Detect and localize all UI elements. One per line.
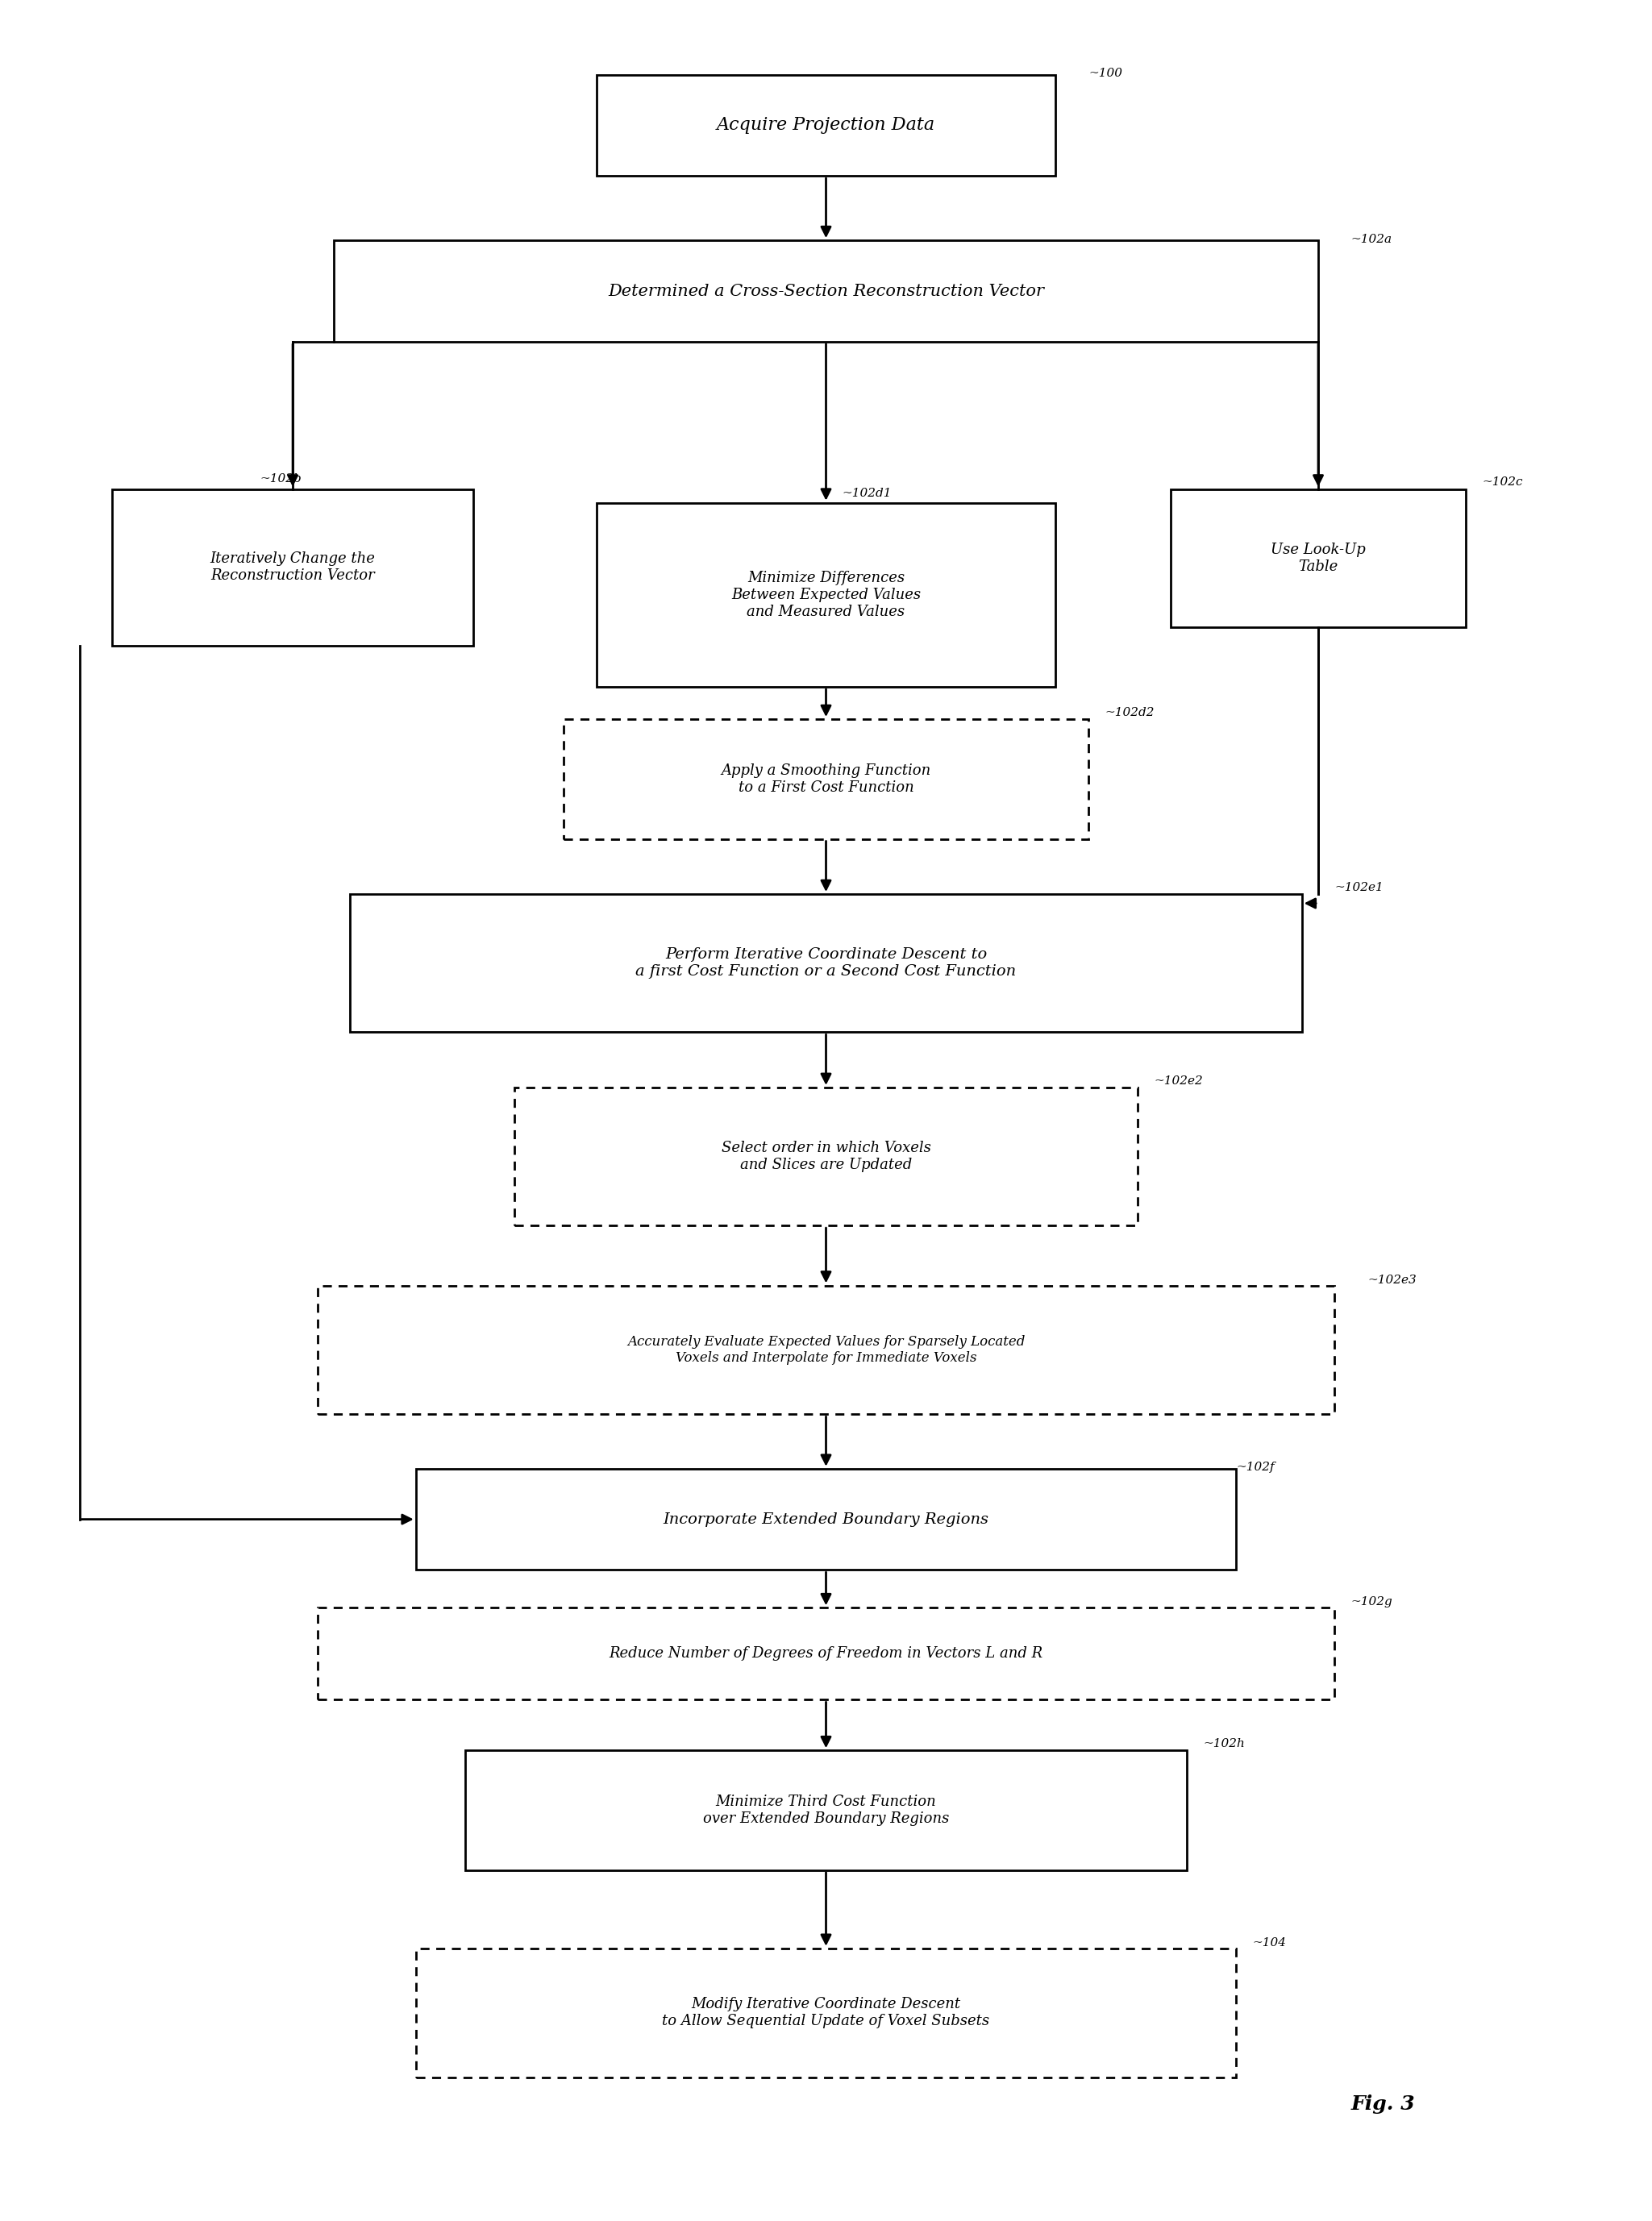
FancyBboxPatch shape (317, 1608, 1335, 1699)
Text: Minimize Third Cost Function
over Extended Boundary Regions: Minimize Third Cost Function over Extend… (702, 1795, 950, 1826)
FancyBboxPatch shape (350, 895, 1302, 1033)
Text: ~102d1: ~102d1 (843, 489, 892, 500)
Text: Perform Iterative Coordinate Descent to
a first Cost Function or a Second Cost F: Perform Iterative Coordinate Descent to … (636, 948, 1016, 979)
Text: ~102b: ~102b (259, 473, 302, 484)
Text: Reduce Number of Degrees of Freedom in Vectors L and R: Reduce Number of Degrees of Freedom in V… (610, 1646, 1042, 1661)
FancyBboxPatch shape (596, 76, 1056, 175)
Text: Determined a Cross-Section Reconstruction Vector: Determined a Cross-Section Reconstructio… (608, 284, 1044, 298)
FancyBboxPatch shape (112, 489, 472, 646)
Text: ~102e3: ~102e3 (1368, 1275, 1416, 1286)
FancyBboxPatch shape (317, 1286, 1335, 1415)
Text: Iteratively Change the
Reconstruction Vector: Iteratively Change the Reconstruction Ve… (210, 551, 375, 582)
Text: ~102f: ~102f (1236, 1461, 1275, 1473)
FancyBboxPatch shape (1171, 489, 1465, 626)
Text: Use Look-Up
Table: Use Look-Up Table (1270, 542, 1366, 573)
Text: ~104: ~104 (1252, 1937, 1287, 1948)
Text: Minimize Differences
Between Expected Values
and Measured Values: Minimize Differences Between Expected Va… (732, 571, 920, 620)
Text: Modify Iterative Coordinate Descent
to Allow Sequential Update of Voxel Subsets: Modify Iterative Coordinate Descent to A… (662, 1997, 990, 2028)
Text: ~102h: ~102h (1203, 1739, 1246, 1750)
FancyBboxPatch shape (334, 240, 1318, 342)
Text: Fig. 3: Fig. 3 (1351, 2094, 1416, 2114)
Text: Accurately Evaluate Expected Values for Sparsely Located
Voxels and Interpolate : Accurately Evaluate Expected Values for … (628, 1335, 1024, 1364)
Text: ~102e1: ~102e1 (1335, 882, 1384, 893)
Text: ~102e2: ~102e2 (1155, 1075, 1203, 1086)
Text: ~102d2: ~102d2 (1105, 706, 1155, 717)
FancyBboxPatch shape (514, 1088, 1138, 1226)
Text: Incorporate Extended Boundary Regions: Incorporate Extended Boundary Regions (662, 1513, 990, 1526)
FancyBboxPatch shape (464, 1750, 1188, 1870)
Text: ~102g: ~102g (1351, 1597, 1393, 1608)
FancyBboxPatch shape (563, 720, 1089, 840)
Text: ~102a: ~102a (1351, 233, 1393, 244)
FancyBboxPatch shape (596, 502, 1056, 686)
Text: ~100: ~100 (1089, 69, 1122, 80)
Text: Acquire Projection Data: Acquire Projection Data (717, 115, 935, 133)
FancyBboxPatch shape (416, 1948, 1236, 2077)
FancyBboxPatch shape (416, 1468, 1236, 1570)
Text: ~102c: ~102c (1482, 478, 1523, 489)
Text: Apply a Smoothing Function
to a First Cost Function: Apply a Smoothing Function to a First Co… (720, 764, 932, 795)
Text: Select order in which Voxels
and Slices are Updated: Select order in which Voxels and Slices … (722, 1142, 930, 1173)
